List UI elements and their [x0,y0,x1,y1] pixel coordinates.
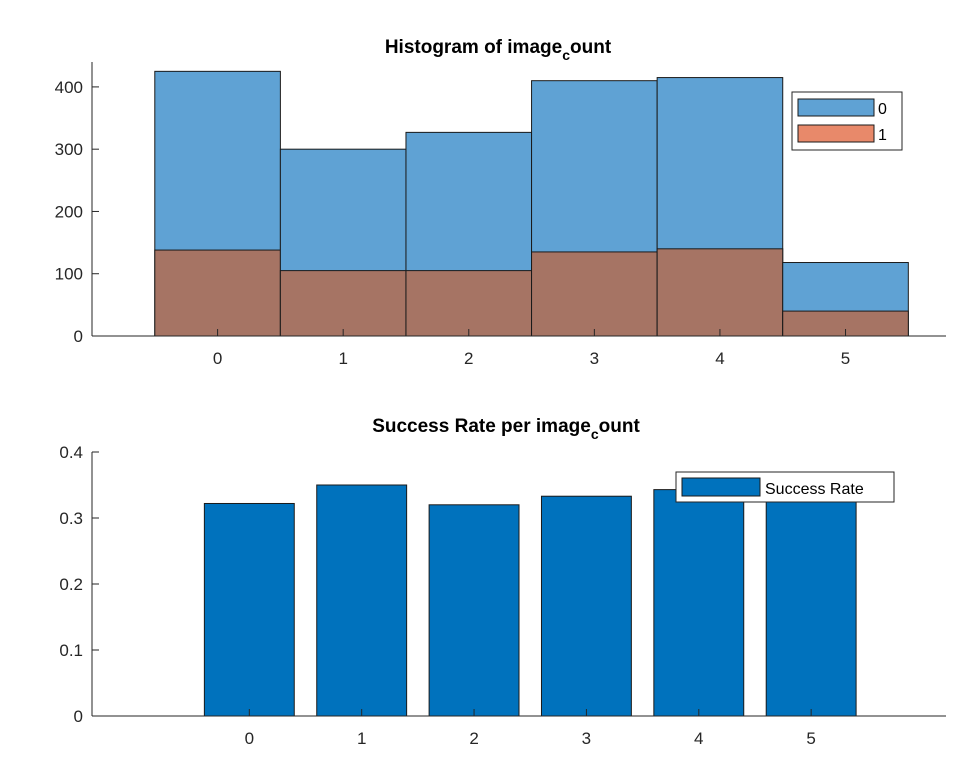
success-rate-x-tick-label: 0 [245,729,254,748]
histogram-bar-series1 [531,251,658,337]
success-rate-chart: Success Rate per imagecount 0 0.1 0.2 0.3 0.… [59,416,946,748]
success-rate-y-tick-label: 0 [74,707,83,726]
histogram-legend-swatch-1 [797,124,875,143]
success-rate-y-tick-label: 0.2 [59,575,83,594]
histogram-bar-series1 [405,270,533,337]
histogram-x-tick-label: 5 [841,349,850,368]
success-rate-x-tick-label: 3 [582,729,591,748]
histogram-axes: 0 100 200 300 400 0 1 2 3 4 5 [55,62,946,368]
histogram-y-tick-label: 300 [55,140,83,159]
success-rate-y-tick-label: 0.1 [59,641,83,660]
histogram-bars [154,70,909,337]
histogram-y-tick-label: 400 [55,78,83,97]
histogram-bar-series1 [656,248,784,337]
histogram-y-tick-label: 200 [55,202,83,221]
histogram-x-tick-label: 0 [213,349,222,368]
success-rate-y-tick-label: 0.3 [59,509,83,528]
histogram-legend-swatch-0 [797,98,875,117]
histogram-y-tick-label: 100 [55,265,83,284]
success-rate-x-tick-label: 2 [469,729,478,748]
histogram-y-tick-label: 0 [74,327,83,346]
success-rate-x-tick-label: 1 [357,729,366,748]
histogram-bar-series1 [279,270,407,337]
success-rate-title-main: Success Rate per image [372,416,591,437]
success-rate-legend: Success Rate [675,471,895,503]
histogram-x-tick-label: 1 [338,349,347,368]
histogram-x-tick-label: 3 [590,349,599,368]
success-rate-bar [316,484,408,717]
success-rate-bar [653,489,745,717]
histogram-title-main: Histogram of image [385,37,562,58]
histogram-legend-label-0: 0 [878,101,887,118]
success-rate-title-rest: ount [599,416,641,437]
success-rate-title-subscript: c [591,426,599,442]
success-rate-x-tick-label: 5 [806,729,815,748]
histogram-chart: Histogram of imagecount 0 100 200 300 400 0 1 2… [55,37,946,368]
histogram-legend: 0 1 [791,91,903,151]
success-rate-bar [765,497,857,717]
histogram-x-tick-label: 4 [715,349,724,368]
success-rate-x-tick-label: 4 [694,729,703,748]
success-rate-legend-label: Success Rate [765,481,864,498]
success-rate-axes: 0 0.1 0.2 0.3 0.4 0 1 2 3 4 5 [59,443,946,748]
success-rate-bars [203,484,857,717]
histogram-title-rest: ount [570,37,612,58]
histogram-title: Histogram of imagecount [385,37,612,63]
success-rate-legend-swatch [681,477,761,497]
success-rate-bar [540,495,632,717]
histogram-bar-series1 [154,249,281,337]
success-rate-title: Success Rate per imagecount [372,416,640,442]
success-rate-y-tick-label: 0.4 [59,443,83,462]
success-rate-bar [203,502,295,717]
histogram-legend-label-1: 1 [878,127,887,144]
histogram-x-tick-label: 2 [464,349,473,368]
histogram-title-subscript: c [562,47,570,63]
success-rate-bar [428,504,520,717]
